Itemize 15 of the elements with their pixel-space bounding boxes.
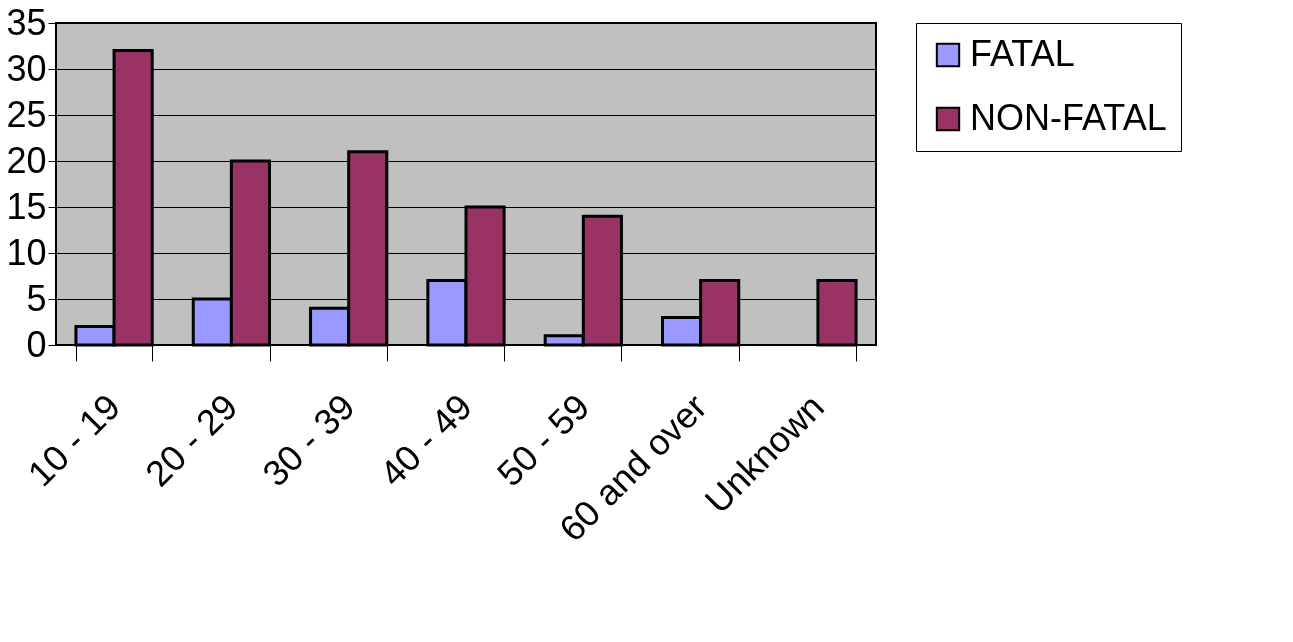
x-tick-label: 30 - 39 <box>254 385 363 495</box>
y-tick-label: 10 <box>6 231 47 273</box>
y-tick-label: 25 <box>6 93 47 135</box>
y-tick-label: 20 <box>6 139 47 181</box>
y-tick-label: 5 <box>26 277 47 319</box>
legend-label: FATAL <box>970 33 1075 74</box>
x-tick-label: 50 - 59 <box>489 385 598 495</box>
legend-label: NON-FATAL <box>970 97 1167 138</box>
x-tick-label: 20 - 29 <box>137 385 246 495</box>
x-tick-label: 40 - 49 <box>371 385 480 495</box>
y-tick-label: 15 <box>6 185 47 227</box>
y-tick-label: 35 <box>6 1 47 43</box>
x-tick-label: 10 - 19 <box>19 385 128 495</box>
y-tick-label: 0 <box>26 323 47 365</box>
y-tick-label: 30 <box>6 47 47 89</box>
